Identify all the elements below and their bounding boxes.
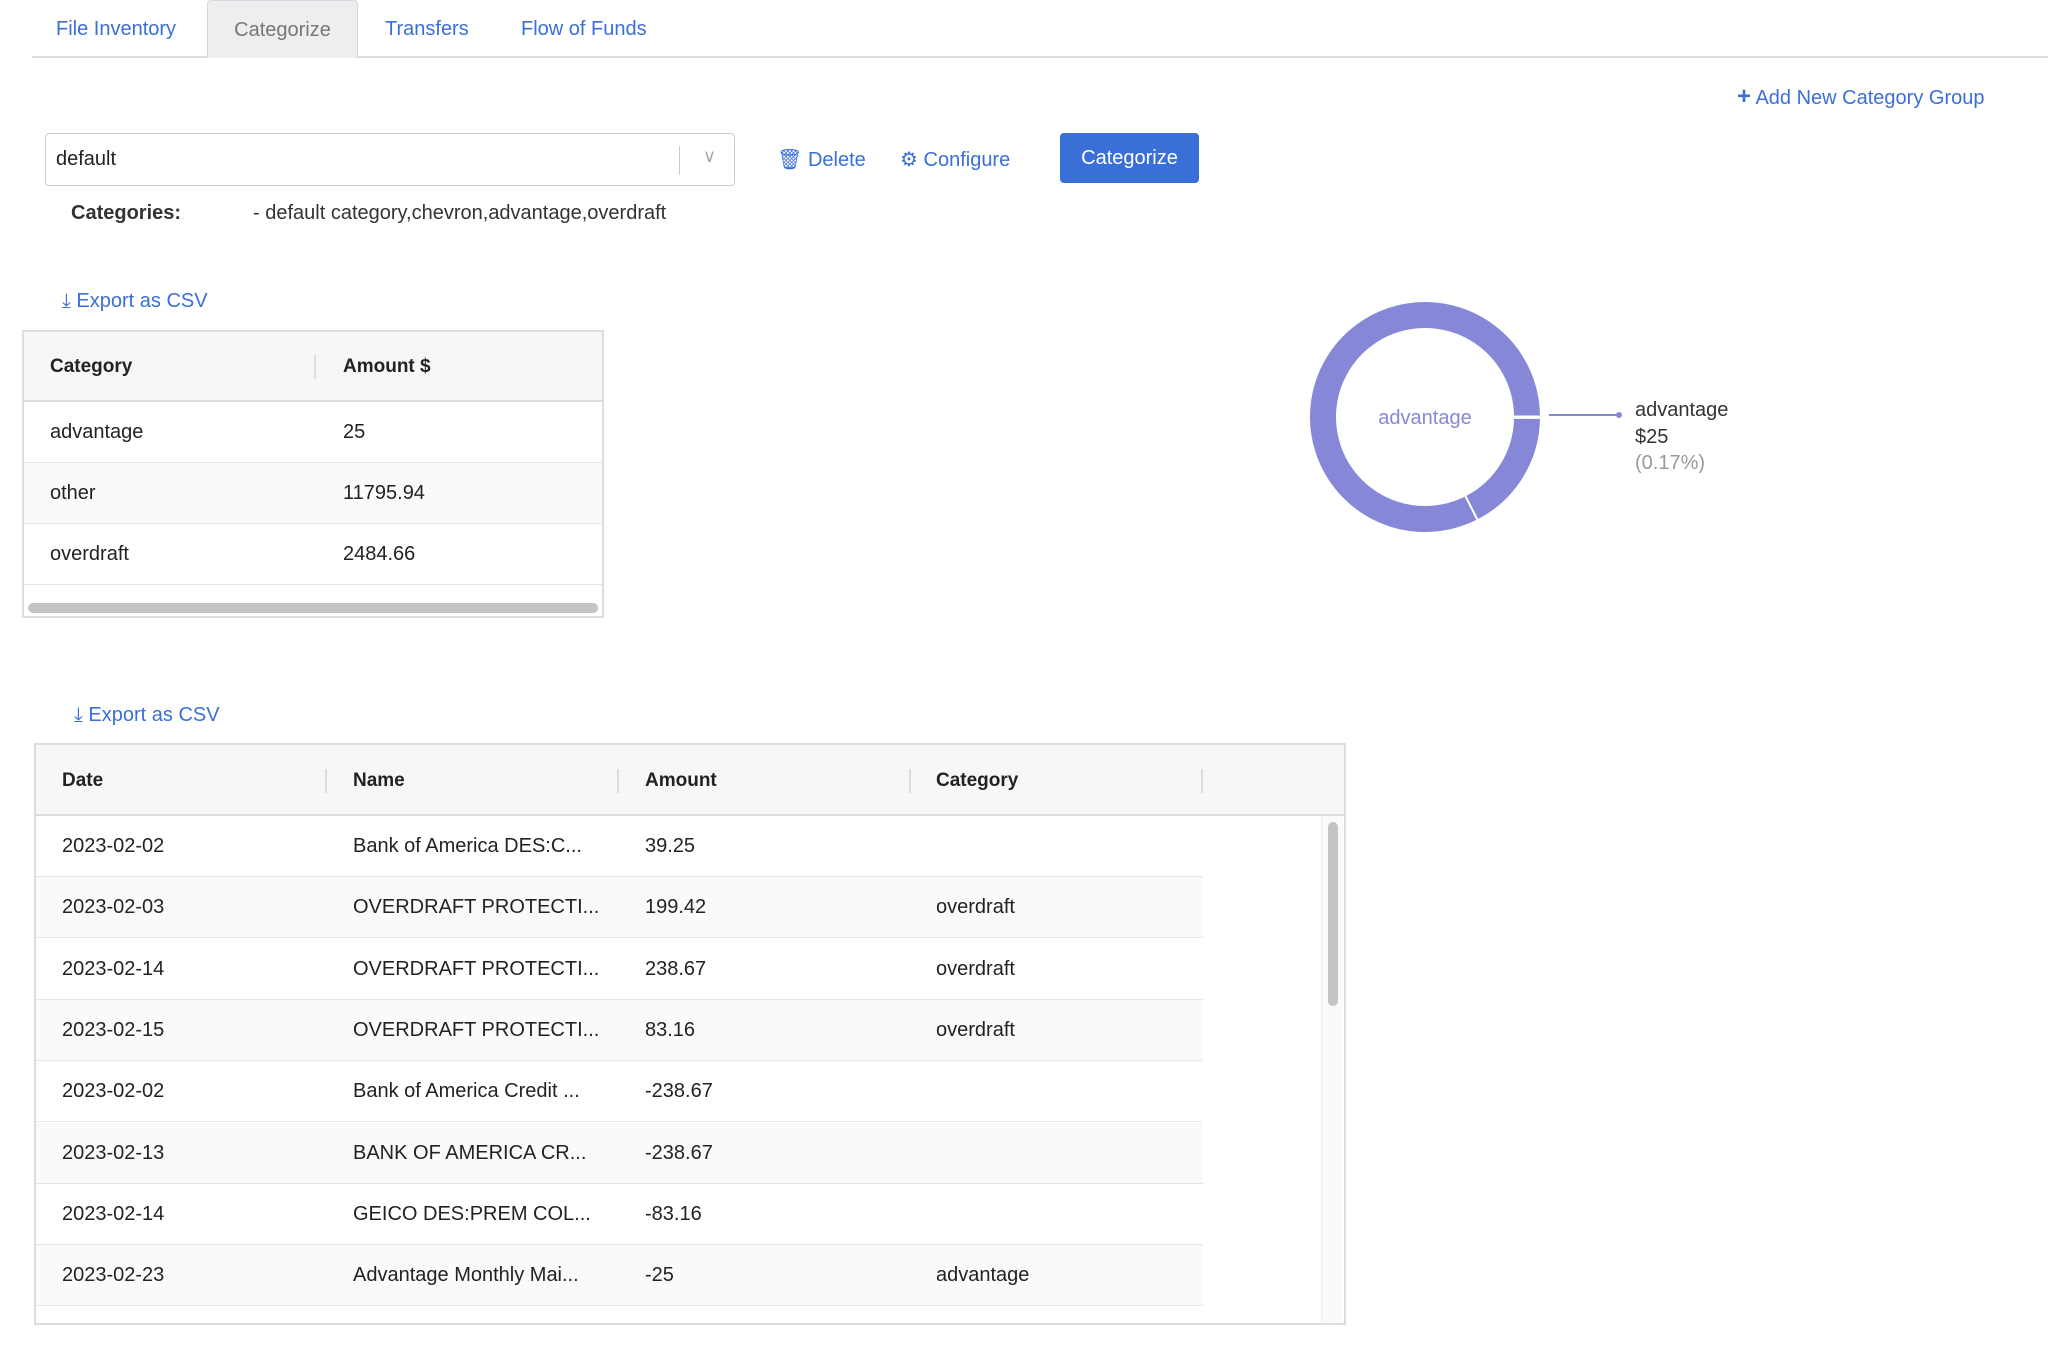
add-category-group-button[interactable]: + Add New Category Group xyxy=(1737,83,1985,110)
summary-table: Category Amount $ advantage 25 other 11795… xyxy=(22,330,604,618)
callout-label: advantage xyxy=(1635,399,1728,421)
cell-date: 2023-02-15 xyxy=(62,1018,165,1041)
cell-name: OVERDRAFT PROTECTI... xyxy=(353,896,600,919)
donut-center-label: advantage xyxy=(1378,407,1471,429)
column-divider xyxy=(1201,769,1203,793)
categories-value: - default category,chevron,advantage,ove… xyxy=(253,202,667,224)
cell-name: Bank of America DES:C... xyxy=(353,835,582,857)
cell-amount: 39.25 xyxy=(645,835,696,857)
cell-category: overdraft xyxy=(936,1018,1015,1041)
download-icon: ⤓ xyxy=(74,704,83,726)
table-row[interactable]: advantage 25 xyxy=(24,402,602,463)
cell-amount: 11795.94 xyxy=(343,482,425,504)
donut-slice-overdraft[interactable] xyxy=(1463,416,1543,522)
category-group-select[interactable]: default ∨ xyxy=(45,133,735,186)
tab-flow-of-funds[interactable]: Flow of Funds xyxy=(521,18,647,40)
callout-value: $25 xyxy=(1635,426,1668,448)
table-row[interactable]: other 11795.94 xyxy=(24,463,602,524)
callout-dot xyxy=(1616,412,1622,418)
cell-amount: 199.42 xyxy=(645,896,707,919)
cell-name: BANK OF AMERICA CR... xyxy=(353,1141,587,1164)
table-row[interactable]: 2023-02-03 OVERDRAFT PROTECTI... 199.42 ove… xyxy=(36,877,1203,939)
cell-category: advantage xyxy=(50,421,144,443)
tab-file-inventory[interactable]: File Inventory xyxy=(56,18,177,40)
cell-date: 2023-02-14 xyxy=(62,957,165,980)
select-separator xyxy=(679,146,680,175)
select-value: default xyxy=(56,148,117,170)
table-row[interactable]: 2023-02-13 BANK OF AMERICA CR... -238.67 xyxy=(36,1122,1203,1184)
plus-icon: + xyxy=(1737,83,1752,110)
cell-amount: 25 xyxy=(343,421,366,443)
summary-header: Category Amount $ xyxy=(24,332,602,402)
table-row[interactable]: 2023-02-14 GEICO DES:PREM COL... -83.16 xyxy=(36,1183,1203,1245)
trash-icon: 🗑 xyxy=(777,149,803,171)
download-icon: ⤓ xyxy=(62,290,71,312)
cell-name: GEICO DES:PREM COL... xyxy=(353,1202,591,1225)
cell-name: OVERDRAFT PROTECTI... xyxy=(353,1018,600,1041)
cell-name: Bank of America Credit ... xyxy=(353,1080,580,1103)
cell-date: 2023-02-03 xyxy=(62,896,165,919)
cell-name: Advantage Monthly Mai... xyxy=(353,1264,579,1287)
callout-percent: (0.17%) xyxy=(1635,452,1705,474)
cell-amount: 238.67 xyxy=(645,957,707,980)
cell-amount: 83.16 xyxy=(645,1018,696,1041)
cell-amount: 2484.66 xyxy=(343,543,416,565)
cell-date: 2023-02-02 xyxy=(62,835,165,857)
transactions-header: Date Name Amount Category xyxy=(36,745,1344,816)
table-row[interactable]: 2023-02-02 Bank of America Credit ... -238… xyxy=(36,1061,1203,1123)
header-date[interactable]: Date xyxy=(62,770,104,791)
cell-amount: -25 xyxy=(645,1264,674,1287)
categories-label: Categories: xyxy=(71,202,182,224)
cell-category: overdraft xyxy=(50,543,129,565)
category-donut-chart: advantage advantage $25 (0.17%) xyxy=(1308,300,1728,534)
vertical-scrollbar[interactable] xyxy=(1328,822,1338,1006)
header-name[interactable]: Name xyxy=(353,770,405,791)
cell-date: 2023-02-02 xyxy=(62,1080,165,1103)
table-row[interactable]: 2023-02-02 Bank of America DES:C... 39.25 xyxy=(36,816,1203,877)
donut-slice-advantage[interactable] xyxy=(1511,415,1542,419)
cell-category: overdraft xyxy=(936,896,1015,919)
header-category[interactable]: Category xyxy=(936,770,1019,791)
table-row[interactable]: 2023-02-23 Advantage Monthly Mai... -25 adv… xyxy=(36,1245,1203,1307)
export-csv-transactions[interactable]: ⤓ Export as CSV xyxy=(74,704,220,726)
header-category[interactable]: Category xyxy=(50,356,133,377)
column-divider xyxy=(909,769,911,793)
chevron-down-icon[interactable]: ∨ xyxy=(702,146,716,166)
column-divider xyxy=(314,355,316,379)
cell-amount: -238.67 xyxy=(645,1141,713,1164)
configure-button[interactable]: ⚙ Configure xyxy=(900,149,1011,171)
column-divider xyxy=(617,769,619,793)
horizontal-scrollbar[interactable] xyxy=(28,603,598,613)
header-amount[interactable]: Amount $ xyxy=(343,356,431,377)
tab-categorize[interactable]: Categorize xyxy=(207,0,358,58)
cell-amount: -238.67 xyxy=(645,1080,713,1103)
cell-category: other xyxy=(50,482,96,504)
cell-date: 2023-02-14 xyxy=(62,1202,165,1225)
table-row[interactable]: 2023-02-14 OVERDRAFT PROTECTI... 238.67 ove… xyxy=(36,938,1203,1000)
vertical-scrollbar-track xyxy=(1321,816,1343,1323)
transactions-table: Date Name Amount Category 2023-02-02 Bank… xyxy=(34,743,1346,1325)
header-amount[interactable]: Amount xyxy=(645,770,717,791)
delete-button[interactable]: 🗑 Delete xyxy=(777,149,866,171)
table-row[interactable]: overdraft 2484.66 xyxy=(24,524,602,585)
export-csv-summary[interactable]: ⤓ Export as CSV xyxy=(62,290,208,312)
column-divider xyxy=(325,769,327,793)
table-row[interactable]: 2023-02-15 OVERDRAFT PROTECTI... 83.16 over… xyxy=(36,999,1203,1061)
cell-amount: -83.16 xyxy=(645,1202,702,1225)
cell-date: 2023-02-13 xyxy=(62,1141,165,1164)
tab-transfers[interactable]: Transfers xyxy=(385,18,469,40)
gear-icon: ⚙ xyxy=(900,149,918,171)
cell-category: advantage xyxy=(936,1264,1030,1287)
tab-bar: File Inventory Categorize Transfers Flow… xyxy=(32,0,2048,58)
cell-category: overdraft xyxy=(936,957,1015,980)
cell-name: OVERDRAFT PROTECTI... xyxy=(353,957,600,980)
cell-date: 2023-02-23 xyxy=(62,1264,165,1287)
categorize-button[interactable]: Categorize xyxy=(1060,133,1199,183)
donut-slice-other[interactable] xyxy=(1308,300,1543,534)
